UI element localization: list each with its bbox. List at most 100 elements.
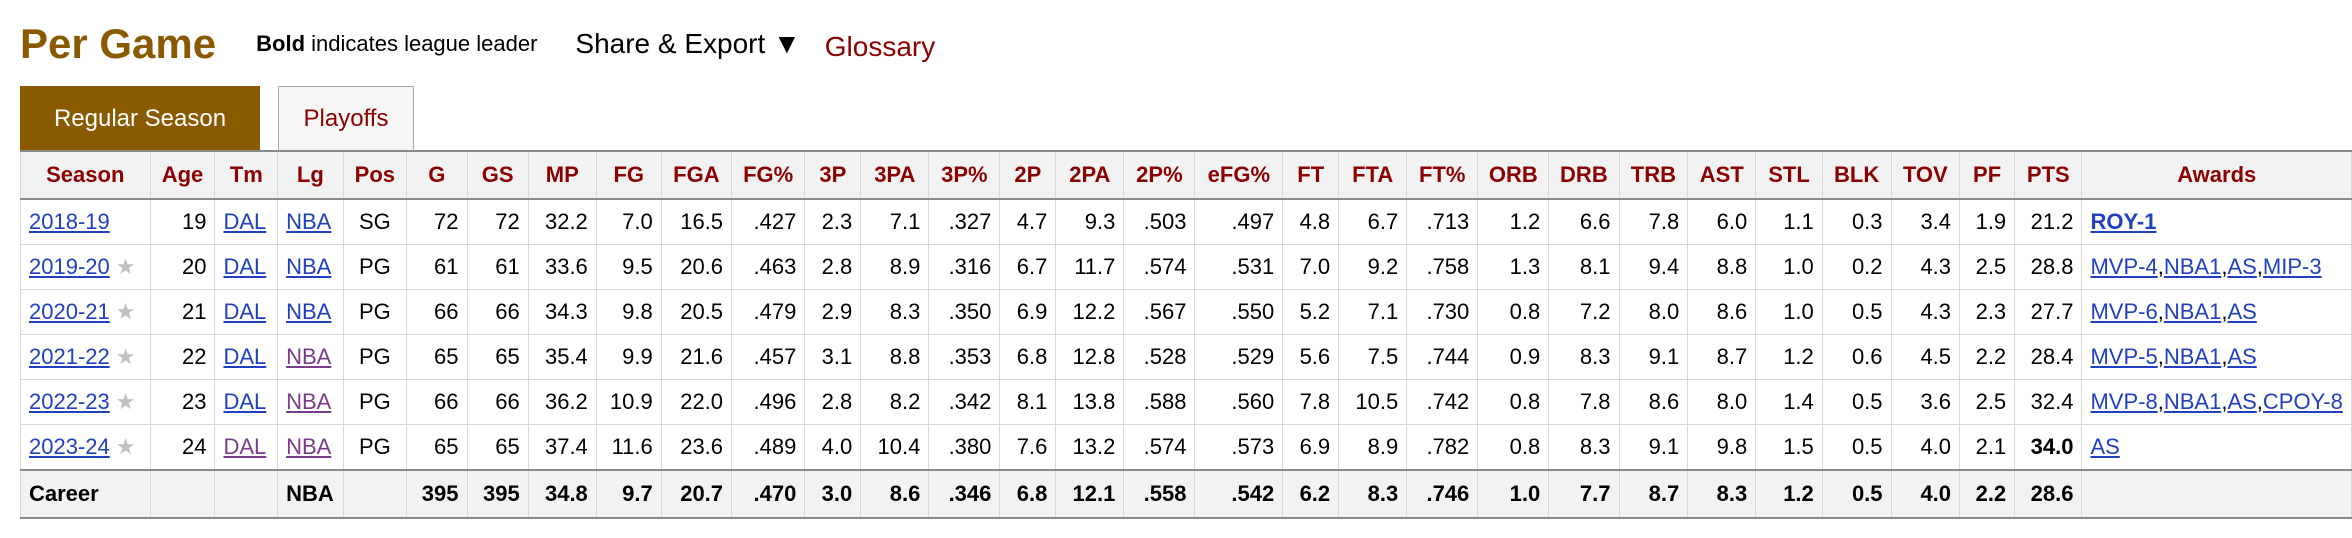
- col-header-pos[interactable]: Pos: [342, 150, 408, 200]
- team-link[interactable]: DAL: [223, 434, 267, 459]
- stat-cell-efg: .573: [1194, 424, 1284, 471]
- league-link[interactable]: NBA: [286, 299, 332, 324]
- award-separator: ,: [2157, 389, 2164, 414]
- career-stat-pts: 28.6: [2014, 469, 2083, 519]
- stat-cell-gs: 66: [466, 379, 529, 425]
- award-link[interactable]: NBA1: [2163, 299, 2222, 324]
- award-separator: ,: [2157, 254, 2164, 279]
- col-header-fta[interactable]: FTA: [1338, 150, 1408, 200]
- col-header-age[interactable]: Age: [149, 150, 216, 200]
- stat-cell-tov: 3.6: [1890, 379, 1961, 425]
- stat-cell-pf: 2.1: [1959, 424, 2016, 471]
- col-header-pf[interactable]: PF: [1959, 150, 2016, 200]
- col-header-g[interactable]: G: [406, 150, 468, 200]
- col-header-awards[interactable]: Awards: [2081, 150, 2352, 200]
- league-link[interactable]: NBA: [286, 434, 332, 459]
- league-link[interactable]: NBA: [286, 209, 332, 234]
- col-header-gs[interactable]: GS: [466, 150, 529, 200]
- stat-cell-stl: 1.5: [1755, 424, 1823, 471]
- tab-playoffs[interactable]: Playoffs: [278, 86, 414, 150]
- stat-cell-gs: 72: [466, 198, 529, 245]
- col-header-3p-pct[interactable]: 3P%: [928, 150, 1001, 200]
- col-header-ft[interactable]: FT: [1282, 150, 1340, 200]
- league-link[interactable]: NBA: [286, 254, 332, 279]
- col-header-efg-pct[interactable]: eFG%: [1194, 150, 1284, 200]
- award-link[interactable]: ROY-1: [2090, 209, 2157, 234]
- stat-cell-pts: 32.4: [2014, 379, 2083, 425]
- league-link[interactable]: NBA: [286, 389, 332, 414]
- stat-cell-age: 22: [149, 334, 216, 380]
- stat-cell-pf: 2.5: [1959, 244, 2016, 290]
- glossary-link[interactable]: Glossary: [824, 31, 936, 62]
- col-header-3pa[interactable]: 3PA: [860, 150, 930, 200]
- career-stat-pa3: 8.6: [860, 469, 930, 519]
- col-header-fga[interactable]: FGA: [660, 150, 733, 200]
- col-header-lg[interactable]: Lg: [277, 150, 344, 200]
- award-link[interactable]: MVP-5: [2090, 344, 2158, 369]
- season-link[interactable]: 2021-22: [29, 344, 110, 369]
- col-header-ft-pct[interactable]: FT%: [1406, 150, 1479, 200]
- stat-cell-mp: 35.4: [527, 334, 597, 380]
- col-header-mp[interactable]: MP: [527, 150, 597, 200]
- award-link[interactable]: AS: [2090, 434, 2120, 459]
- career-label: Career: [20, 469, 151, 519]
- table-header-row: Season Age Tm Lg Pos G GS MP FG FGA FG% 3P 3PA 3P% 2P 2…: [20, 150, 2352, 200]
- col-header-orb[interactable]: ORB: [1477, 150, 1550, 200]
- stat-cell-fga: 22.0: [660, 379, 733, 425]
- team-link[interactable]: DAL: [223, 254, 267, 279]
- col-header-pts[interactable]: PTS: [2014, 150, 2083, 200]
- award-link[interactable]: MVP-4: [2090, 254, 2158, 279]
- stat-cell-lg: NBA: [277, 289, 344, 335]
- col-header-2p-pct[interactable]: 2P%: [1123, 150, 1196, 200]
- award-link[interactable]: NBA1: [2163, 389, 2222, 414]
- col-header-fg-pct[interactable]: FG%: [731, 150, 806, 200]
- col-header-ast[interactable]: AST: [1687, 150, 1757, 200]
- col-header-2p[interactable]: 2P: [999, 150, 1057, 200]
- stat-cell-blk: 0.6: [1821, 334, 1892, 380]
- stat-cell-stl: 1.2: [1755, 334, 1823, 380]
- awards-cell: MVP-4,NBA1,AS,MIP-3: [2081, 244, 2352, 290]
- col-header-season[interactable]: Season: [20, 150, 151, 200]
- award-link[interactable]: AS: [2227, 299, 2257, 324]
- stat-cell-p2p: .574: [1123, 244, 1196, 290]
- career-stat-pf: 2.2: [1959, 469, 2016, 519]
- award-link[interactable]: AS: [2227, 389, 2257, 414]
- stat-cell-drb: 7.8: [1548, 379, 1620, 425]
- season-link[interactable]: 2022-23: [29, 389, 110, 414]
- col-header-tm[interactable]: Tm: [214, 150, 279, 200]
- col-header-2pa[interactable]: 2PA: [1055, 150, 1125, 200]
- season-link[interactable]: 2020-21: [29, 299, 110, 324]
- col-header-3p[interactable]: 3P: [804, 150, 862, 200]
- season-link[interactable]: 2019-20: [29, 254, 110, 279]
- award-link[interactable]: NBA1: [2163, 254, 2222, 279]
- season-link[interactable]: 2018-19: [29, 209, 110, 234]
- col-header-stl[interactable]: STL: [1755, 150, 1823, 200]
- award-link[interactable]: NBA1: [2163, 344, 2222, 369]
- col-header-drb[interactable]: DRB: [1548, 150, 1620, 200]
- share-export-dropdown[interactable]: Share & Export ▼: [575, 28, 801, 59]
- tab-regular-season[interactable]: Regular Season: [20, 86, 260, 150]
- award-link[interactable]: AS: [2227, 254, 2257, 279]
- stat-cell-drb: 8.3: [1548, 334, 1620, 380]
- award-link[interactable]: CPOY-8: [2262, 389, 2343, 414]
- col-header-blk[interactable]: BLK: [1821, 150, 1892, 200]
- team-link[interactable]: DAL: [223, 389, 267, 414]
- stat-cell-ftp: .742: [1406, 379, 1479, 425]
- stat-cell-stl: 1.0: [1755, 244, 1823, 290]
- stat-cell-ft: 7.8: [1282, 379, 1340, 425]
- award-link[interactable]: AS: [2227, 344, 2257, 369]
- award-link[interactable]: MVP-8: [2090, 389, 2158, 414]
- all-star-icon: ★: [115, 254, 136, 279]
- stat-cell-pa2: 12.2: [1055, 289, 1125, 335]
- col-header-tov[interactable]: TOV: [1890, 150, 1961, 200]
- team-link[interactable]: DAL: [223, 209, 267, 234]
- col-header-trb[interactable]: TRB: [1618, 150, 1689, 200]
- award-link[interactable]: MIP-3: [2262, 254, 2322, 279]
- col-header-fg[interactable]: FG: [595, 150, 662, 200]
- team-link[interactable]: DAL: [223, 344, 267, 369]
- award-link[interactable]: MVP-6: [2090, 299, 2158, 324]
- stat-cell-p2: 6.8: [999, 334, 1057, 380]
- team-link[interactable]: DAL: [223, 299, 267, 324]
- season-link[interactable]: 2023-24: [29, 434, 110, 459]
- league-link[interactable]: NBA: [286, 344, 332, 369]
